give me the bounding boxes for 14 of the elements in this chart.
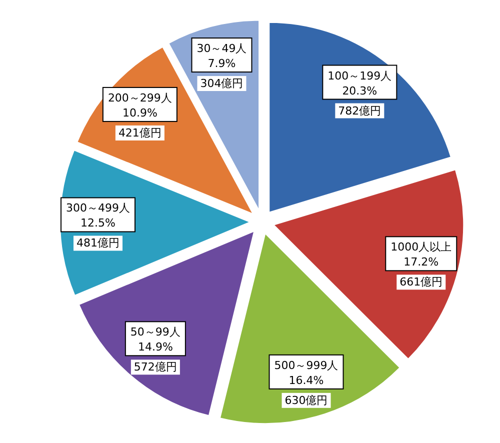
data-label: 14.9% 572億円	[134, 340, 177, 374]
data-label: 16.4% 630億円	[284, 374, 328, 407]
data-label: 7.9% 304億円	[200, 57, 244, 90]
data-label: 20.3% 782億円	[338, 84, 382, 118]
data-label: 17.2% 661億円	[400, 256, 443, 289]
slice-label: 300～499人	[66, 202, 130, 215]
slice-label: 50～99人	[130, 326, 180, 339]
slice-label: 100～199人	[328, 69, 392, 82]
data-label: 12.5% 481億円	[76, 216, 120, 250]
data-label: 10.9% 421億円	[118, 106, 162, 140]
slice-label: 30～49人	[196, 42, 247, 56]
slice-label: 500～999人	[274, 358, 338, 372]
slice-label: 1000人以上	[390, 240, 452, 254]
slice-label: 200～299人	[108, 91, 172, 104]
